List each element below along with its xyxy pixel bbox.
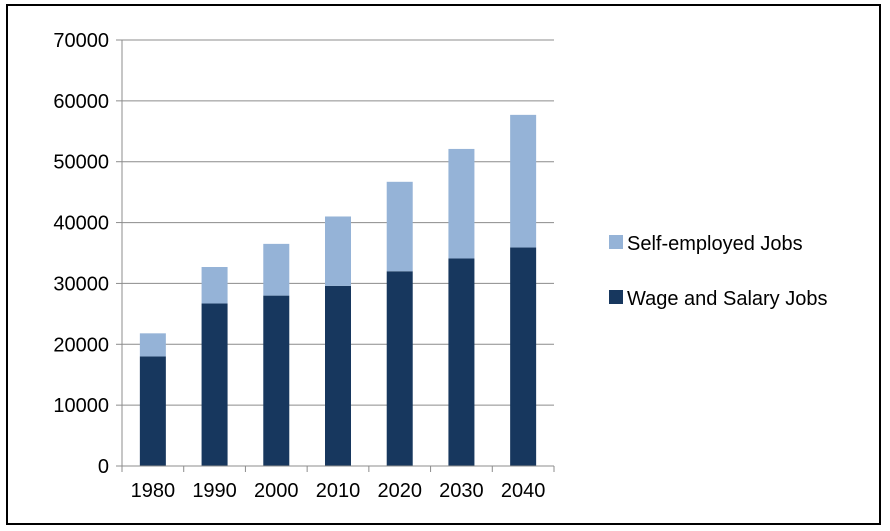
bar-self-employed-2030 bbox=[448, 148, 475, 259]
legend-label-self-employed: Self-employed Jobs bbox=[627, 233, 803, 255]
y-tick-label: 0 bbox=[98, 456, 109, 478]
bar-wage-salary-2040 bbox=[510, 247, 537, 466]
bar-self-employed-2010 bbox=[325, 216, 351, 286]
x-axis-ticks: 1980 1990 2000 2010 2020 2030 2040 bbox=[121, 466, 555, 502]
bar-wage-salary-2010 bbox=[325, 285, 351, 466]
bar-wage-salary-1980 bbox=[139, 356, 166, 466]
y-tick-label: 30000 bbox=[53, 273, 109, 295]
x-tick-label: 2010 bbox=[316, 480, 361, 502]
bar-self-employed-2020 bbox=[386, 181, 413, 272]
x-tick-label: 2030 bbox=[439, 480, 484, 502]
bar-self-employed-1980 bbox=[139, 333, 166, 357]
x-tick-label: 2040 bbox=[501, 480, 546, 502]
y-tick-label: 60000 bbox=[53, 91, 109, 113]
bar-self-employed-2040 bbox=[510, 114, 537, 248]
x-tick-label: 1980 bbox=[131, 480, 176, 502]
y-axis-ticks: 0 10000 20000 30000 40000 50000 60000 70000 bbox=[53, 30, 122, 478]
y-tick-label: 70000 bbox=[53, 30, 109, 52]
legend-label-wage-salary: Wage and Salary Jobs bbox=[627, 288, 827, 310]
y-tick-label: 20000 bbox=[53, 334, 109, 356]
y-tick-label: 40000 bbox=[53, 213, 109, 235]
bar-wage-salary-2030 bbox=[448, 258, 475, 466]
y-tick-label: 10000 bbox=[53, 395, 109, 417]
bar-self-employed-1990 bbox=[201, 266, 228, 304]
y-tick-label: 50000 bbox=[53, 152, 109, 174]
gridlines bbox=[122, 39, 554, 406]
legend-swatch-self-employed bbox=[609, 235, 623, 249]
x-tick-label: 1990 bbox=[192, 480, 237, 502]
bar-self-employed-2000 bbox=[263, 243, 290, 296]
legend-swatch-wage-salary bbox=[609, 290, 623, 304]
x-tick-label: 2020 bbox=[377, 480, 422, 502]
x-tick-label: 2000 bbox=[254, 480, 299, 502]
bars bbox=[139, 114, 537, 466]
bar-wage-salary-2020 bbox=[386, 271, 413, 466]
legend: Self-employed Jobs Wage and Salary Jobs bbox=[609, 233, 827, 310]
bar-wage-salary-1990 bbox=[201, 303, 228, 466]
bar-wage-salary-2000 bbox=[263, 295, 290, 466]
